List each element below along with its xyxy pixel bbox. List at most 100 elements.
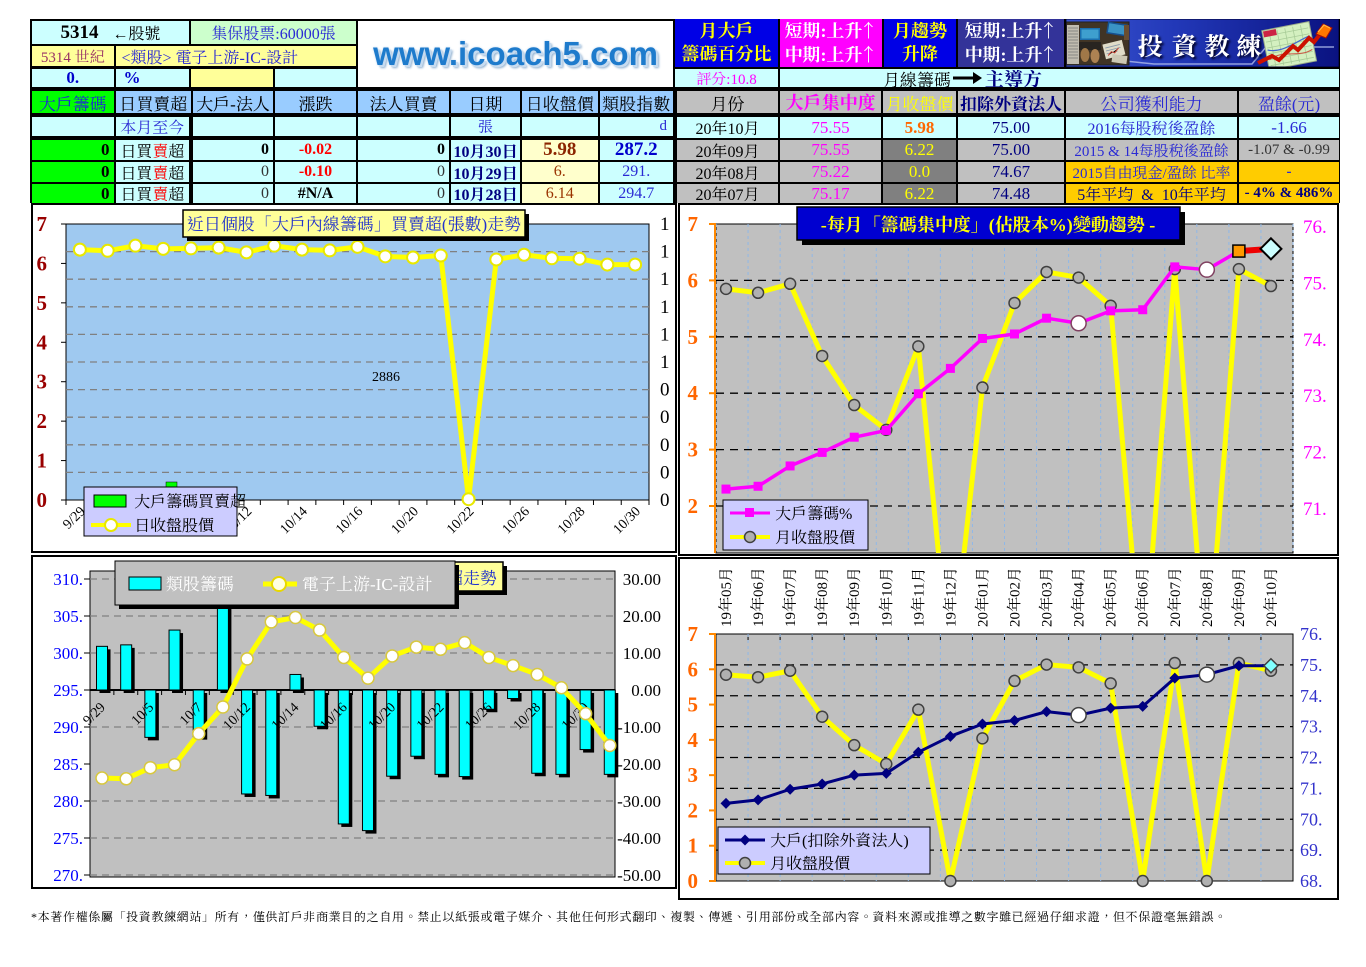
svg-text:69.: 69. — [1300, 840, 1323, 860]
svg-text:0.00: 0.00 — [631, 681, 661, 700]
svg-text:大戶(扣除外資法人): 大戶(扣除外資法人) — [770, 832, 909, 850]
svg-text:2: 2 — [37, 409, 48, 433]
svg-text:20年01月: 20年01月 — [973, 567, 991, 627]
svg-text:76.: 76. — [1303, 217, 1327, 238]
svg-text:-30.00: -30.00 — [617, 792, 661, 811]
svg-text:74.: 74. — [1300, 686, 1323, 706]
svg-text:2886: 2886 — [372, 370, 400, 385]
svg-text:270.: 270. — [53, 866, 83, 885]
svg-text:20年08月: 20年08月 — [1198, 567, 1216, 627]
svg-text:4: 4 — [688, 728, 699, 752]
svg-text:5: 5 — [37, 291, 48, 315]
svg-text:2: 2 — [688, 494, 699, 518]
svg-text:300.: 300. — [53, 644, 83, 663]
svg-text:10/28: 10/28 — [555, 504, 588, 537]
svg-text:1: 1 — [660, 269, 670, 290]
svg-text:72.: 72. — [1300, 748, 1323, 768]
svg-text:3: 3 — [688, 438, 699, 462]
svg-text:290.: 290. — [53, 718, 83, 737]
svg-text:20年04月: 20年04月 — [1070, 567, 1088, 627]
svg-text:投: 投 — [1137, 33, 1162, 61]
svg-text:70.: 70. — [1300, 809, 1323, 829]
svg-text:30.00: 30.00 — [623, 570, 661, 589]
svg-text:305.: 305. — [53, 607, 83, 626]
svg-text:7: 7 — [688, 212, 699, 236]
svg-text:19年08月: 19年08月 — [813, 567, 831, 627]
svg-text:310.: 310. — [53, 570, 83, 589]
svg-text:-每月「籌碼集中度」(佔股本%)變動趨勢 -: -每月「籌碼集中度」(佔股本%)變動趨勢 - — [821, 215, 1155, 236]
svg-text:280.: 280. — [53, 792, 83, 811]
svg-text:285.: 285. — [53, 755, 83, 774]
svg-text:月收盤股價: 月收盤股價 — [770, 855, 850, 873]
svg-text:20.00: 20.00 — [623, 607, 661, 626]
svg-text:19年10月: 19年10月 — [877, 567, 895, 627]
svg-text:1: 1 — [660, 297, 670, 318]
svg-text:20年09月: 20年09月 — [1230, 567, 1248, 627]
svg-text:教: 教 — [1204, 33, 1229, 61]
svg-text:19年06月: 19年06月 — [749, 567, 767, 627]
svg-text:295.: 295. — [53, 681, 83, 700]
svg-text:6: 6 — [688, 268, 699, 292]
svg-text:10/20: 10/20 — [389, 504, 422, 537]
svg-text:20年10月: 20年10月 — [1262, 567, 1280, 627]
svg-text:近日個股「大戶內線籌碼」買賣超(張數)走勢: 近日個股「大戶內線籌碼」買賣超(張數)走勢 — [187, 214, 521, 234]
svg-text:20年02月: 20年02月 — [1006, 567, 1024, 627]
svg-text:類股籌碼: 類股籌碼 — [166, 575, 234, 594]
svg-text:大戶籌碼%: 大戶籌碼% — [775, 504, 852, 523]
svg-text:275.: 275. — [53, 829, 83, 848]
svg-text:2: 2 — [688, 798, 699, 822]
svg-text:0: 0 — [660, 435, 670, 456]
svg-text:6: 6 — [37, 251, 48, 275]
svg-text:20年03月: 20年03月 — [1038, 567, 1056, 627]
svg-text:20年05月: 20年05月 — [1102, 567, 1120, 627]
svg-text:19年05月: 19年05月 — [717, 567, 735, 627]
svg-text:68.: 68. — [1300, 871, 1323, 891]
svg-text:7: 7 — [688, 622, 699, 646]
svg-text:-20.00: -20.00 — [617, 755, 661, 774]
svg-text:0: 0 — [660, 380, 670, 401]
svg-text:10.00: 10.00 — [623, 644, 661, 663]
svg-text:10/22: 10/22 — [444, 504, 477, 537]
svg-text:75.: 75. — [1303, 273, 1327, 294]
svg-text:資: 資 — [1171, 33, 1196, 61]
svg-text:19年11月: 19年11月 — [909, 568, 927, 627]
svg-text:月收盤股價: 月收盤股價 — [775, 529, 855, 547]
svg-text:75.: 75. — [1300, 655, 1323, 675]
svg-text:0: 0 — [37, 488, 48, 512]
svg-text:19年07月: 19年07月 — [781, 567, 799, 627]
svg-text:-50.00: -50.00 — [617, 866, 661, 885]
svg-text:大戶籌碼買賣超: 大戶籌碼買賣超 — [134, 492, 246, 511]
svg-text:1: 1 — [660, 352, 670, 373]
svg-text:6: 6 — [688, 657, 699, 681]
svg-text:7: 7 — [37, 212, 48, 236]
svg-text:73.: 73. — [1300, 717, 1323, 737]
svg-text:1: 1 — [688, 834, 699, 858]
svg-text:71.: 71. — [1300, 778, 1323, 798]
svg-text:0: 0 — [660, 462, 670, 483]
svg-text:練: 練 — [1236, 33, 1261, 61]
svg-text:71.: 71. — [1303, 499, 1327, 520]
svg-text:73.: 73. — [1303, 386, 1327, 407]
svg-text:-40.00: -40.00 — [617, 829, 661, 848]
svg-text:3: 3 — [688, 763, 699, 787]
svg-text:19年09月: 19年09月 — [845, 567, 863, 627]
svg-text:日收盤股價: 日收盤股價 — [134, 517, 214, 535]
svg-text:10/26: 10/26 — [500, 504, 533, 537]
svg-text:10/30: 10/30 — [611, 504, 644, 537]
svg-text:1: 1 — [660, 242, 670, 263]
svg-text:76.: 76. — [1300, 624, 1323, 644]
svg-text:1: 1 — [660, 324, 670, 345]
svg-text:10/14: 10/14 — [278, 504, 311, 537]
svg-text:3: 3 — [37, 370, 48, 394]
svg-text:電子上游-IC-設計: 電子上游-IC-設計 — [302, 575, 432, 594]
svg-text:10/16: 10/16 — [333, 504, 366, 537]
svg-text:74.: 74. — [1303, 330, 1327, 351]
svg-text:5: 5 — [688, 693, 699, 717]
svg-text:4: 4 — [688, 381, 699, 405]
svg-text:0: 0 — [660, 490, 670, 511]
svg-text:5: 5 — [688, 325, 699, 349]
svg-text:20年06月: 20年06月 — [1134, 567, 1152, 627]
svg-text:-10.00: -10.00 — [617, 718, 661, 737]
svg-text:19年12月: 19年12月 — [941, 567, 959, 627]
svg-text:0: 0 — [660, 407, 670, 428]
